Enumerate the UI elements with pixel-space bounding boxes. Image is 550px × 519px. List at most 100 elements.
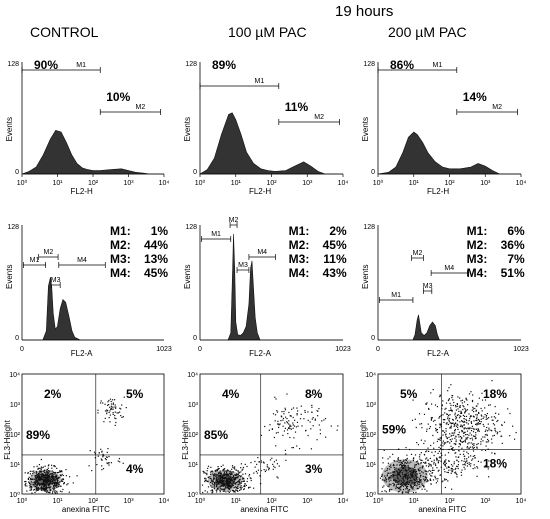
event-dot: [401, 477, 403, 480]
event-dot: [402, 467, 404, 469]
event-dot: [412, 471, 414, 473]
y-tick-label: 10⁰: [365, 491, 376, 499]
event-dot: [46, 478, 48, 480]
y-tick-label: 10¹: [10, 462, 21, 469]
event-dot: [47, 478, 49, 480]
event-dot: [212, 471, 214, 473]
event-dot: [439, 395, 441, 397]
event-dot: [450, 435, 452, 437]
event-dot: [415, 464, 418, 466]
event-dot: [444, 460, 446, 462]
event-dot: [272, 413, 275, 415]
event-dot: [311, 394, 313, 396]
event-dot: [387, 472, 389, 474]
event-dot: [98, 452, 100, 454]
event-dot: [239, 478, 241, 481]
event-dot: [411, 419, 414, 421]
event-dot: [473, 411, 475, 413]
event-dot: [420, 462, 423, 464]
event-dot: [397, 478, 399, 480]
event-dot: [406, 470, 408, 472]
quadrant-lower-left: 89%: [26, 428, 50, 442]
event-dot: [388, 483, 390, 485]
event-dot: [412, 491, 415, 494]
event-dot: [325, 436, 327, 438]
event-dot: [220, 475, 222, 477]
event-dot: [33, 489, 35, 491]
event-dot: [385, 491, 387, 493]
event-dot: [256, 472, 258, 474]
event-dot: [227, 480, 229, 482]
event-dot: [418, 463, 420, 465]
event-dot: [464, 427, 466, 429]
event-dot: [100, 400, 102, 402]
event-dot: [451, 468, 453, 470]
event-dot: [477, 403, 479, 405]
event-dot: [37, 467, 39, 469]
event-dot: [501, 435, 503, 437]
event-dot: [229, 485, 231, 488]
event-dot: [60, 475, 62, 477]
event-dot: [438, 469, 440, 471]
event-dot: [434, 475, 436, 477]
event-dot: [404, 475, 406, 478]
event-dot: [30, 481, 32, 483]
event-dot: [235, 474, 237, 476]
event-dot: [234, 478, 236, 480]
event-dot: [111, 406, 113, 408]
event-dot: [455, 406, 457, 408]
event-dot: [45, 485, 47, 487]
event-dot: [475, 419, 477, 421]
event-dot: [439, 416, 441, 418]
x-tick-label: 10¹: [409, 498, 420, 505]
legend-name-3: M4:: [110, 266, 131, 280]
event-dot: [472, 431, 475, 433]
event-dot: [446, 423, 448, 425]
event-dot: [204, 477, 206, 479]
event-dot: [454, 414, 456, 416]
x-tick-label-max: 1023: [156, 346, 172, 353]
event-dot: [241, 477, 244, 479]
event-dot: [311, 411, 313, 413]
event-dot: [240, 482, 242, 484]
event-dot: [38, 478, 40, 480]
event-dot: [242, 478, 244, 480]
quadrant-upper-left: 2%: [44, 387, 62, 401]
event-dot: [113, 406, 115, 408]
event-dot: [478, 419, 480, 421]
event-dot: [40, 483, 42, 485]
legend-value-2: 13%: [144, 252, 168, 266]
event-dot: [462, 421, 464, 423]
x-axis-label: FL2-A: [249, 349, 271, 358]
event-dot: [429, 478, 431, 480]
event-dot: [452, 395, 454, 397]
event-dot: [286, 421, 288, 423]
event-dot: [491, 419, 493, 421]
event-dot: [399, 475, 401, 477]
event-dot: [63, 482, 65, 484]
event-dot: [395, 484, 397, 486]
event-dot: [397, 458, 399, 460]
event-dot: [398, 469, 400, 471]
event-dot: [297, 410, 299, 412]
x-tick-label: 10³: [480, 180, 491, 187]
event-dot: [37, 489, 39, 491]
event-dot: [421, 427, 423, 429]
event-dot: [411, 471, 413, 473]
event-dot: [464, 464, 466, 466]
event-dot: [408, 481, 410, 484]
event-dot: [54, 491, 56, 493]
event-dot: [38, 464, 40, 466]
event-dot: [481, 410, 483, 412]
event-dot: [405, 483, 407, 486]
event-dot: [293, 425, 296, 427]
event-dot: [410, 453, 413, 455]
event-dot: [442, 400, 444, 402]
event-dot: [458, 446, 460, 448]
event-dot: [225, 476, 227, 478]
legend-name-0: M1:: [289, 224, 310, 238]
event-dot: [265, 469, 267, 471]
event-dot: [58, 484, 60, 486]
x-tick-label-min: 0: [198, 346, 202, 353]
